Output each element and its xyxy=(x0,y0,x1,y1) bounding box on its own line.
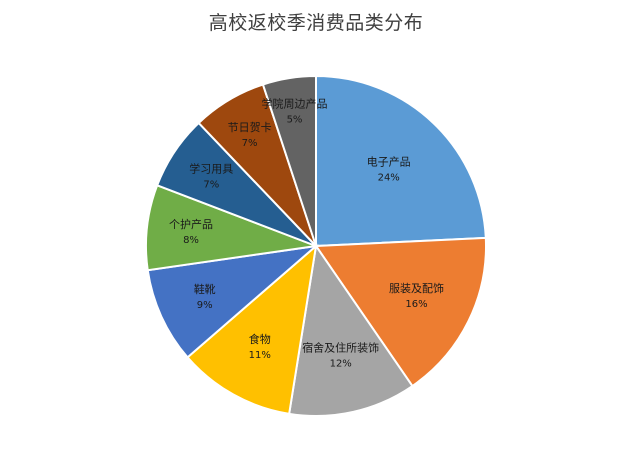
pie-slice xyxy=(186,243,318,416)
slice-value-label: 11% xyxy=(249,350,271,361)
pie-slice xyxy=(146,244,320,359)
slice-value-label: 12% xyxy=(330,358,352,369)
pie-slice xyxy=(315,74,487,248)
slice-label: 节日贺卡 xyxy=(228,121,272,134)
slice-label: 学院周边产品 xyxy=(262,97,328,111)
slice-value-label: 24% xyxy=(378,173,400,184)
chart-title: 高校返校季消费品类分布 xyxy=(208,12,424,34)
pie-slice xyxy=(287,243,414,417)
slice-value-label: 8% xyxy=(183,235,199,246)
slice-label: 食物 xyxy=(249,332,271,346)
slice-label: 鞋靴 xyxy=(194,282,216,296)
slice-label: 宿舍及住所装饰 xyxy=(302,340,379,354)
slice-value-label: 7% xyxy=(203,179,219,190)
slice-value-label: 5% xyxy=(287,115,303,126)
slice-label: 学习用具 xyxy=(189,161,233,175)
slice-label: 个护产品 xyxy=(169,217,213,231)
slice-value-label: 7% xyxy=(242,138,258,149)
pie-slice xyxy=(314,236,487,388)
slice-label: 服装及配饰 xyxy=(389,281,444,295)
pie-slice xyxy=(261,74,317,247)
slice-value-label: 16% xyxy=(405,299,427,310)
slice-label: 电子产品 xyxy=(367,155,411,169)
slice-value-label: 9% xyxy=(197,300,213,311)
